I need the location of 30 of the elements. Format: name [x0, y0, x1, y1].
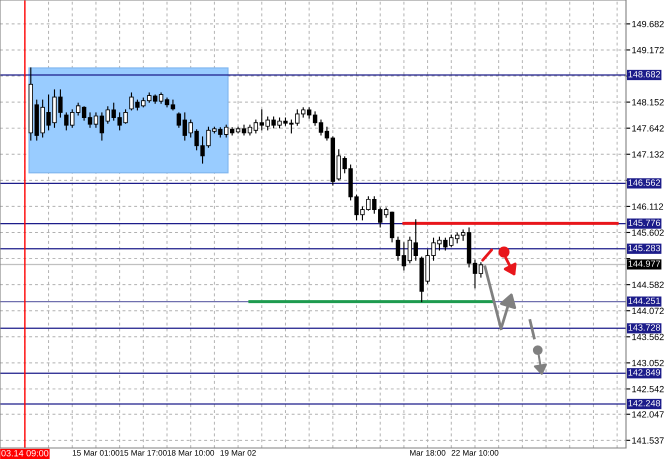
y-tick-label: 143.562: [632, 334, 664, 340]
ref-line-label: 144.977: [628, 260, 660, 267]
y-tick-label: 146.112: [632, 203, 664, 210]
y-tick-label: 147.642: [632, 125, 664, 132]
y-tick-label: 145.602: [632, 229, 664, 236]
y-tick-label: 149.682: [632, 20, 664, 28]
x-tick-label: 18 Mar 10:00: [168, 450, 214, 456]
y-tick-label: 149.172: [632, 46, 664, 54]
y-tick-label: 141.537: [632, 437, 664, 444]
x-tick-label: 19 Mar 02: [220, 450, 256, 456]
ref-line-label: 144.251: [628, 298, 660, 304]
x-tick-label: 03.14 09:00: [1, 450, 48, 456]
ref-line-label: 148.682: [628, 71, 660, 78]
y-tick-label: 142.047: [632, 411, 664, 418]
y-tick-label: 142.542: [632, 386, 664, 392]
ref-line-label: 143.728: [628, 324, 660, 331]
x-tick-label: 15 Mar 01:00: [72, 450, 120, 456]
y-tick-label: 144.582: [632, 282, 664, 288]
y-tick-label: 147.132: [632, 151, 664, 158]
ref-line-label: 142.849: [628, 369, 660, 376]
ref-line-label: 146.562: [628, 179, 660, 186]
x-tick-label: 22 Mar 10:00: [452, 450, 498, 456]
x-tick-label: 15 Mar 17:00: [120, 450, 167, 456]
y-tick-label: 148.152: [632, 99, 664, 106]
ref-line-label: 145.776: [628, 220, 660, 226]
ref-line-label: 142.248: [628, 400, 660, 406]
y-tick-label: 143.052: [632, 360, 664, 366]
ref-line-label: 145.283: [628, 244, 660, 252]
x-tick-label: Mar 18:00: [410, 450, 446, 456]
y-tick-label: 144.072: [632, 308, 664, 314]
